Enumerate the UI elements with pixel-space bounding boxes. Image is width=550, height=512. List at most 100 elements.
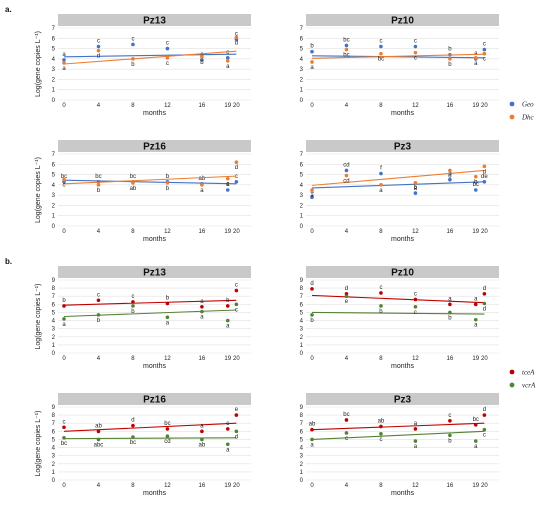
x-axis-label: months [391, 490, 414, 497]
x-tick-label: 8 [379, 229, 383, 235]
significance-label: a [310, 193, 314, 199]
data-point [473, 56, 478, 60]
data-point [131, 304, 135, 308]
significance-label: ab [309, 422, 316, 428]
y-tick-label: 2 [300, 77, 304, 83]
y-tick-label: 7 [52, 26, 56, 32]
data-point [96, 183, 101, 187]
y-axis-label: Log(gene copies L⁻¹) [35, 31, 42, 97]
y-tick-label: 1 [52, 470, 56, 476]
significance-label: a [200, 315, 204, 321]
significance-label: c [226, 50, 229, 56]
y-tick-label: 1 [300, 470, 304, 476]
y-tick-label: 0 [300, 478, 304, 484]
data-point [131, 423, 135, 428]
data-point [310, 437, 314, 442]
series-tcea: c ab d bc a c e [62, 407, 239, 434]
data-point [234, 179, 239, 184]
data-point [131, 42, 135, 47]
y-tick-label: 5 [52, 437, 56, 443]
data-point [413, 44, 418, 49]
data-point [200, 429, 204, 434]
significance-label: a [310, 442, 314, 448]
data-point [379, 51, 383, 56]
panel-title-bar [306, 266, 499, 278]
significance-label: ab [95, 423, 102, 429]
panel-title: Pz13 [143, 16, 166, 27]
y-tick-label: 3 [52, 193, 56, 199]
significance-label: a [414, 444, 418, 450]
x-tick-label: 12 [412, 229, 419, 235]
y-tick-label: 6 [52, 302, 56, 308]
significance-label: c [63, 419, 66, 425]
panel-title-bar [58, 140, 251, 152]
significance-label: b [448, 315, 452, 321]
x-tick-label: 12 [164, 483, 171, 489]
x-tick-label: 8 [131, 103, 135, 109]
data-point [413, 297, 418, 302]
data-point [482, 291, 487, 296]
significance-label: a [474, 51, 478, 57]
trend-line [63, 422, 237, 432]
significance-label: c [483, 57, 486, 63]
significance-label: a [226, 64, 230, 70]
significance-label: c [235, 31, 238, 37]
y-tick-label: 3 [300, 454, 304, 460]
data-point [379, 183, 383, 187]
significance-label: c [379, 437, 382, 443]
significance-label: d [345, 286, 348, 292]
significance-label: c [235, 174, 238, 180]
y-tick-label: 2 [52, 335, 56, 341]
panel-title: Pz3 [394, 142, 412, 153]
trend-line [63, 53, 237, 58]
data-point [62, 317, 66, 321]
significance-label: b [97, 318, 101, 324]
data-point [448, 177, 452, 182]
significance-label: c [414, 310, 417, 316]
legend-label: Geo [522, 101, 534, 109]
data-point [310, 195, 314, 199]
panel-title-bar [58, 266, 251, 278]
x-tick-label: 8 [131, 229, 135, 235]
data-point [96, 48, 101, 53]
y-tick-label: 0 [52, 351, 56, 357]
x-tick-label: 0 [310, 229, 314, 235]
y-tick-label: 8 [52, 286, 56, 292]
significance-label: bc [95, 174, 101, 180]
data-point [473, 188, 478, 192]
trend-line [63, 50, 237, 65]
data-point [200, 304, 204, 309]
x-tick-label: 0 [310, 483, 314, 489]
y-tick-label: 9 [300, 278, 304, 284]
y-tick-label: 5 [52, 173, 56, 179]
section-label-a: a. [5, 5, 12, 14]
trend-line [311, 311, 485, 315]
y-tick-label: 6 [52, 162, 56, 168]
x-tick-label: 19 [224, 483, 231, 489]
significance-label: c [235, 283, 238, 289]
panel-title-bar [306, 14, 499, 26]
data-point [379, 424, 383, 429]
significance-label: b [226, 298, 230, 304]
significance-label: bc [343, 53, 349, 59]
significance-label: b [310, 318, 314, 324]
y-tick-label: 3 [52, 67, 56, 73]
data-point [482, 301, 487, 306]
significance-label: c [379, 285, 382, 291]
significance-label: c [448, 413, 451, 419]
significance-label: b [448, 438, 452, 444]
x-tick-label: 19 [472, 103, 479, 109]
data-point [473, 174, 478, 179]
data-point [225, 56, 230, 60]
x-tick-label: 20 [481, 356, 488, 362]
significance-label: c [63, 183, 66, 189]
y-tick-label: 4 [52, 319, 56, 325]
significance-label: cd [343, 162, 349, 168]
data-point [473, 302, 478, 307]
significance-label: bc [343, 37, 349, 43]
